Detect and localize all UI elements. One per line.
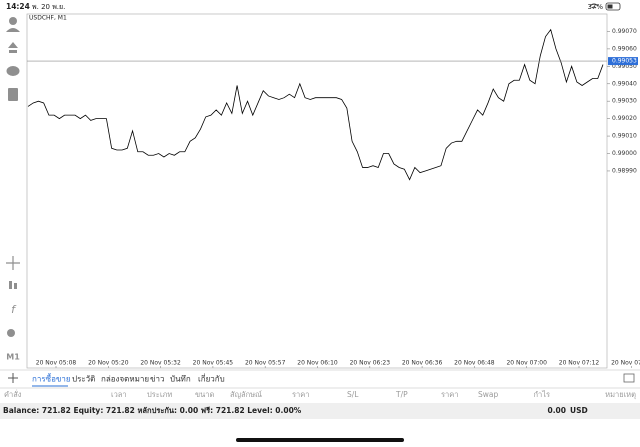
chart-symbol: USDCHF, M1 — [29, 15, 67, 22]
timeframe-button[interactable]: M1 — [6, 353, 20, 362]
x-tick-label: 20 Nov 07:12 — [559, 360, 600, 367]
balance-row — [0, 403, 640, 419]
x-tick-label: 20 Nov 07:24 — [611, 360, 640, 367]
x-tick-label: 20 Nov 06:48 — [454, 360, 495, 367]
y-tick-label: 0.98990 — [612, 167, 637, 174]
column-header[interactable]: ราคา — [292, 390, 309, 399]
battery-icon — [605, 2, 621, 11]
add-button[interactable] — [8, 373, 18, 383]
wifi-icon — [589, 3, 599, 9]
currency: USD — [570, 406, 588, 415]
x-tick-label: 20 Nov 05:08 — [36, 360, 77, 367]
y-tick-label: 0.99070 — [612, 28, 637, 35]
tab[interactable]: การซื้อขาย — [32, 373, 71, 384]
balance-summary: Balance: 721.82 Equity: 721.82 หลักประกั… — [3, 406, 302, 415]
chart-frame — [26, 13, 608, 369]
column-header[interactable]: สัญลักษณ์ — [230, 390, 262, 399]
objects-icon[interactable] — [7, 329, 15, 337]
current-price-label: 0.99053 — [612, 58, 637, 65]
chart-type-icon-2 — [14, 283, 17, 289]
profit-total: 0.00 — [547, 406, 566, 415]
status-date: พ. 20 พ.ย. — [32, 3, 65, 11]
x-tick-label: 20 Nov 05:45 — [193, 360, 234, 367]
home-indicator — [236, 438, 404, 442]
tab[interactable]: เกี่ยวกับ — [198, 373, 225, 384]
x-tick-label: 20 Nov 06:23 — [350, 360, 391, 367]
column-header[interactable]: ประเภท — [147, 390, 172, 399]
status-time: 14:24 — [6, 2, 30, 11]
current-price-box — [608, 57, 638, 66]
column-header[interactable]: เวลา — [111, 390, 127, 399]
y-tick-label: 0.99040 — [612, 80, 637, 87]
new-order-icon[interactable] — [8, 88, 18, 101]
y-tick-label: 0.99000 — [612, 150, 637, 157]
x-tick-label: 20 Nov 07:00 — [506, 360, 547, 367]
column-header[interactable]: กำไร — [533, 390, 550, 399]
column-header[interactable]: Swap — [478, 390, 498, 399]
x-tick-label: 20 Nov 05:57 — [245, 360, 286, 367]
x-tick-label: 20 Nov 05:32 — [140, 360, 181, 367]
y-tick-label: 0.99010 — [612, 133, 637, 140]
tab[interactable]: ประวัติ — [72, 375, 95, 384]
layout-button[interactable] — [623, 373, 635, 383]
column-header[interactable]: หมายเหตุ — [605, 390, 636, 399]
column-header[interactable]: T/P — [395, 390, 408, 399]
account-icon[interactable] — [9, 17, 17, 25]
y-tick-label: 0.99030 — [612, 98, 637, 105]
battery-level — [607, 4, 613, 9]
y-tick-label: 0.99060 — [612, 45, 637, 52]
account-icon-body — [6, 28, 20, 32]
column-header[interactable]: ราคา — [441, 390, 458, 399]
tab[interactable]: ข่าว — [150, 375, 164, 384]
x-tick-label: 20 Nov 06:10 — [297, 360, 338, 367]
x-tick-label: 20 Nov 05:20 — [88, 360, 129, 367]
indicators-icon[interactable]: f — [11, 303, 17, 316]
chart-type-icon[interactable] — [9, 281, 12, 289]
column-header[interactable]: คำสั่ง — [4, 389, 22, 399]
y-tick-label: 0.99050 — [612, 63, 637, 70]
toolbar: f M1 — [6, 17, 20, 362]
price-line — [27, 28, 604, 181]
column-header[interactable]: S/L — [347, 390, 359, 399]
tab[interactable]: กล่องจดหมาย — [101, 375, 149, 384]
tab[interactable]: บันทึก — [170, 375, 191, 384]
y-tick-label: 0.99020 — [612, 115, 637, 122]
chat-icon[interactable] — [6, 66, 20, 76]
crosshair-icon[interactable] — [6, 256, 20, 270]
x-tick-label: 20 Nov 06:36 — [402, 360, 443, 367]
column-header[interactable]: ขนาด — [195, 390, 214, 399]
trade-icon[interactable] — [8, 42, 18, 53]
